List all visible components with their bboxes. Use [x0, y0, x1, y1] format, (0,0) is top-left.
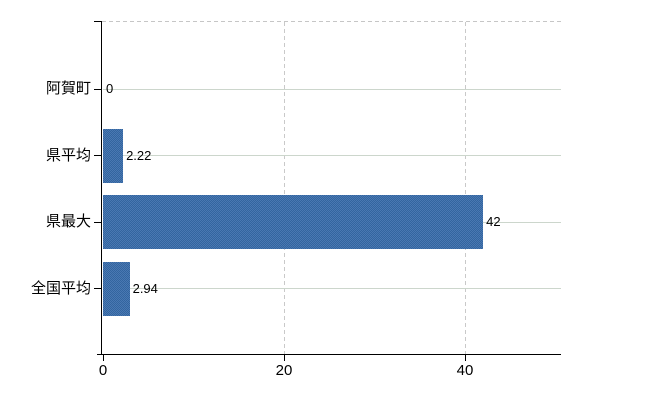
category-label: 全国平均 [30, 279, 91, 297]
category-label: 県最大 [45, 213, 91, 230]
x-tick-label: 40 [456, 362, 474, 379]
bar-value-label: 0 [106, 81, 114, 96]
bar-value-label: 2.94 [132, 280, 158, 296]
x-axis-tick [103, 355, 104, 361]
plot-top-border [102, 21, 561, 22]
y-axis-tick [94, 88, 102, 90]
bar [103, 128, 124, 183]
v-gridline [284, 22, 285, 354]
bar [103, 261, 130, 316]
h-gridline [103, 88, 561, 90]
h-gridline [103, 155, 561, 156]
x-axis-line [97, 354, 561, 355]
category-label: 阿賀町 [45, 80, 91, 97]
bar [103, 195, 484, 249]
bar-value-label: 2.22 [126, 147, 152, 163]
y-axis-tick [94, 288, 102, 289]
y-axis-tick [94, 155, 102, 156]
x-tick-label: 20 [275, 362, 293, 379]
v-gridline [465, 22, 466, 354]
y-axis-top-cap [94, 21, 102, 22]
x-axis-tick [284, 355, 285, 361]
h-gridline [103, 288, 561, 289]
x-tick-label: 0 [98, 362, 108, 379]
x-axis-tick [465, 355, 466, 361]
bar-value-label: 42 [486, 214, 501, 229]
plot-area: 阿賀町 0 県平均 2.22 県最大 42 全国平均 2.94 0 20 40 [31, 21, 561, 379]
category-label: 県平均 [45, 146, 91, 164]
y-axis-tick [94, 221, 102, 223]
